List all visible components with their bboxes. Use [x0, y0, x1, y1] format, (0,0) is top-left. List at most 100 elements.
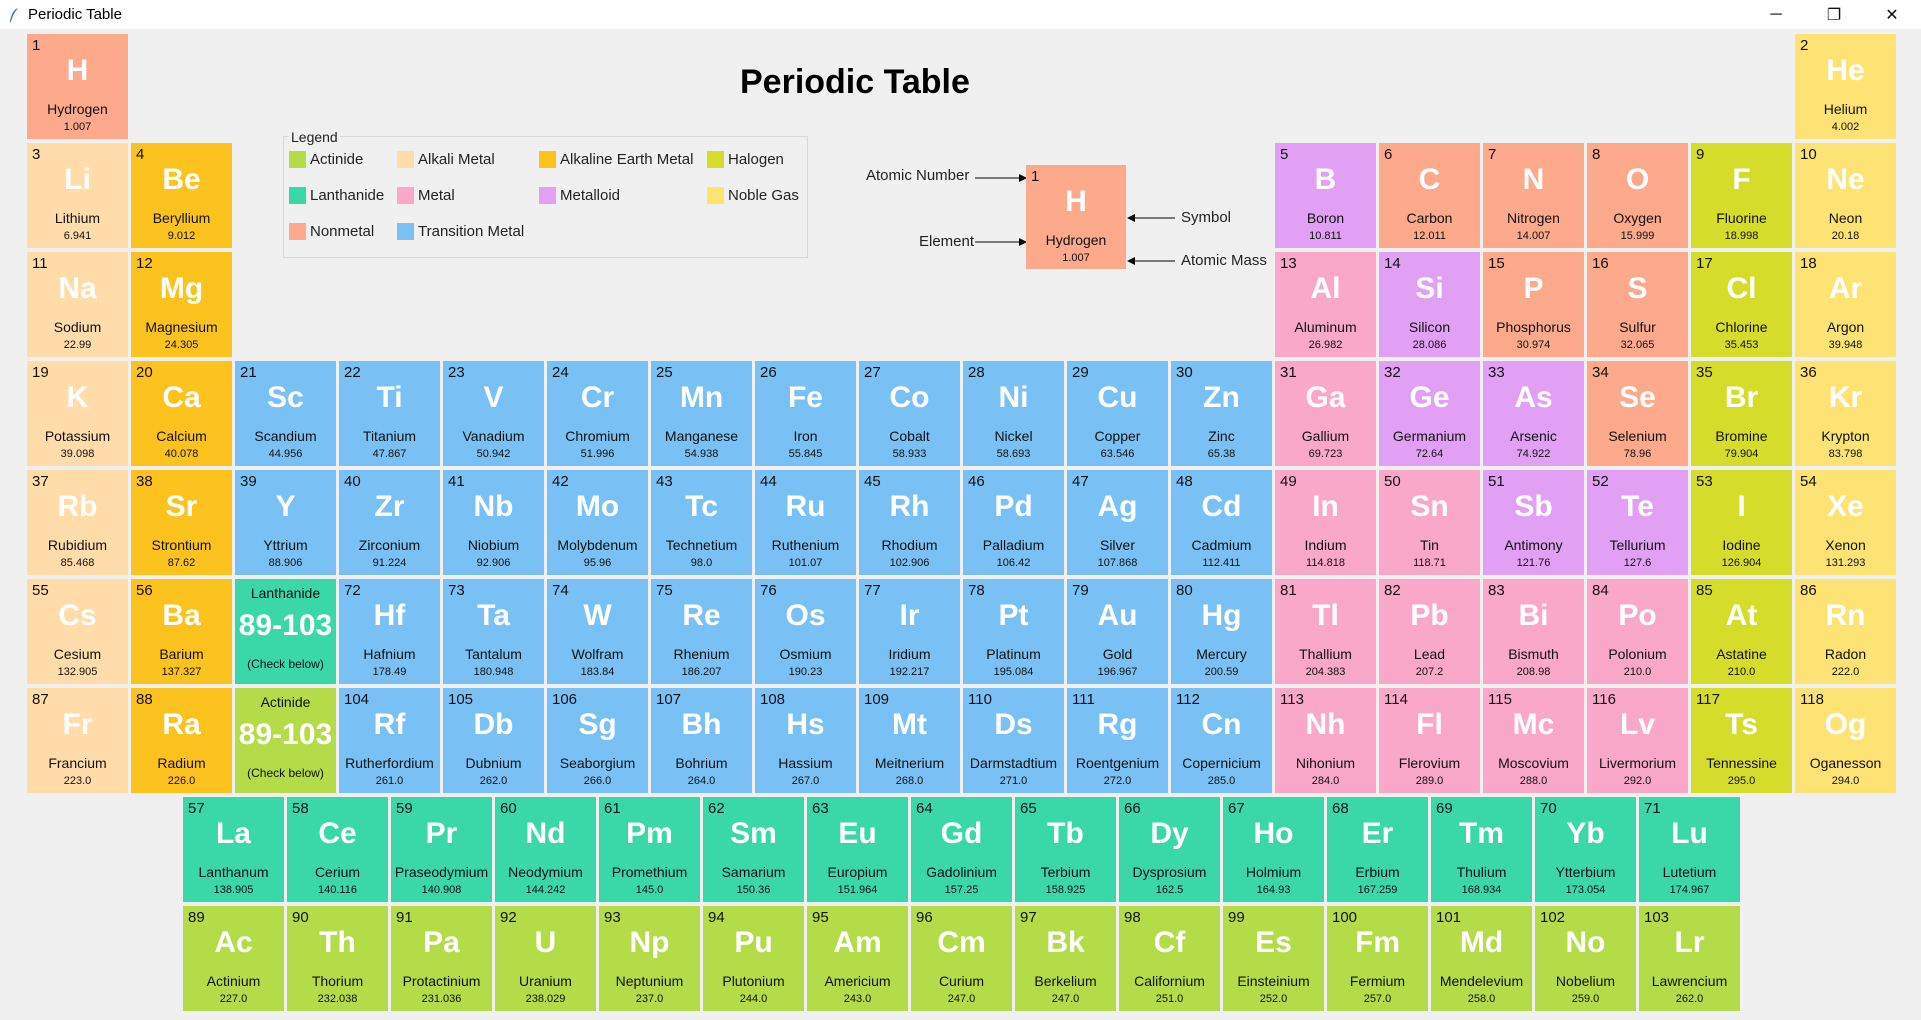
- element-plutonium[interactable]: 94 Pu Plutonium 244.0: [703, 906, 804, 1011]
- element-aluminum[interactable]: 13 Al Aluminum 26.982: [1275, 252, 1376, 357]
- element-tantalum[interactable]: 73 Ta Tantalum 180.948: [443, 579, 544, 684]
- element-rhodium[interactable]: 45 Rh Rhodium 102.906: [859, 470, 960, 575]
- element-iron[interactable]: 26 Fe Iron 55.845: [755, 361, 856, 466]
- element-nickel[interactable]: 28 Ni Nickel 58.693: [963, 361, 1064, 466]
- element-titanium[interactable]: 22 Ti Titanium 47.867: [339, 361, 440, 466]
- element-scandium[interactable]: 21 Sc Scandium 44.956: [235, 361, 336, 466]
- element-radium[interactable]: 88 Ra Radium 226.0: [131, 688, 232, 793]
- element-hafnium[interactable]: 72 Hf Hafnium 178.49: [339, 579, 440, 684]
- element-copernicium[interactable]: 112 Cn Copernicium 285.0: [1171, 688, 1272, 793]
- element-cesium[interactable]: 55 Cs Cesium 132.905: [27, 579, 128, 684]
- element-lead[interactable]: 82 Pb Lead 207.2: [1379, 579, 1480, 684]
- element-tennessine[interactable]: 117 Ts Tennessine 295.0: [1691, 688, 1792, 793]
- element-molybdenum[interactable]: 42 Mo Molybdenum 95.96: [547, 470, 648, 575]
- element-rhenium[interactable]: 75 Re Rhenium 186.207: [651, 579, 752, 684]
- element-polonium[interactable]: 84 Po Polonium 210.0: [1587, 579, 1688, 684]
- element-promethium[interactable]: 61 Pm Promethium 145.0: [599, 797, 700, 902]
- element-livermorium[interactable]: 116 Lv Livermorium 292.0: [1587, 688, 1688, 793]
- element-cerium[interactable]: 58 Ce Cerium 140.116: [287, 797, 388, 902]
- element-thallium[interactable]: 81 Tl Thallium 204.383: [1275, 579, 1376, 684]
- element-krypton[interactable]: 36 Kr Krypton 83.798: [1795, 361, 1896, 466]
- element-ruthenium[interactable]: 44 Ru Ruthenium 101.07: [755, 470, 856, 575]
- element-erbium[interactable]: 68 Er Erbium 167.259: [1327, 797, 1428, 902]
- element-tin[interactable]: 50 Sn Tin 118.71: [1379, 470, 1480, 575]
- element-niobium[interactable]: 41 Nb Niobium 92.906: [443, 470, 544, 575]
- element-chlorine[interactable]: 17 Cl Chlorine 35.453: [1691, 252, 1792, 357]
- restore-button[interactable]: ❐: [1826, 6, 1842, 24]
- lanthanide-placeholder-cell[interactable]: Lanthanide 89-103 (Check below): [235, 579, 336, 684]
- element-vanadium[interactable]: 23 V Vanadium 50.942: [443, 361, 544, 466]
- element-bismuth[interactable]: 83 Bi Bismuth 208.98: [1483, 579, 1584, 684]
- element-wolfram[interactable]: 74 W Wolfram 183.84: [547, 579, 648, 684]
- element-darmstadtium[interactable]: 110 Ds Darmstadtium 271.0: [963, 688, 1064, 793]
- element-potassium[interactable]: 19 K Potassium 39.098: [27, 361, 128, 466]
- element-osmium[interactable]: 76 Os Osmium 190.23: [755, 579, 856, 684]
- element-roentgenium[interactable]: 111 Rg Roentgenium 272.0: [1067, 688, 1168, 793]
- element-europium[interactable]: 63 Eu Europium 151.964: [807, 797, 908, 902]
- element-dysprosium[interactable]: 66 Dy Dysprosium 162.5: [1119, 797, 1220, 902]
- element-mercury[interactable]: 80 Hg Mercury 200.59: [1171, 579, 1272, 684]
- element-seaborgium[interactable]: 106 Sg Seaborgium 266.0: [547, 688, 648, 793]
- element-gold[interactable]: 79 Au Gold 196.967: [1067, 579, 1168, 684]
- element-praseodymium[interactable]: 59 Pr Praseodymium 140.908: [391, 797, 492, 902]
- element-tellurium[interactable]: 52 Te Tellurium 127.6: [1587, 470, 1688, 575]
- close-button[interactable]: ✕: [1885, 6, 1899, 24]
- element-fermium[interactable]: 100 Fm Fermium 257.0: [1327, 906, 1428, 1011]
- element-yttrium[interactable]: 39 Y Yttrium 88.906: [235, 470, 336, 575]
- element-iodine[interactable]: 53 I Iodine 126.904: [1691, 470, 1792, 575]
- element-neodymium[interactable]: 60 Nd Neodymium 144.242: [495, 797, 596, 902]
- element-arsenic[interactable]: 33 As Arsenic 74.922: [1483, 361, 1584, 466]
- element-lithium[interactable]: 3 Li Lithium 6.941: [27, 143, 128, 248]
- element-lutetium[interactable]: 71 Lu Lutetium 174.967: [1639, 797, 1740, 902]
- element-nihonium[interactable]: 113 Nh Nihonium 284.0: [1275, 688, 1376, 793]
- element-phosphorus[interactable]: 15 P Phosphorus 30.974: [1483, 252, 1584, 357]
- element-magnesium[interactable]: 12 Mg Magnesium 24.305: [131, 252, 232, 357]
- element-californium[interactable]: 98 Cf Californium 251.0: [1119, 906, 1220, 1011]
- element-nobelium[interactable]: 102 No Nobelium 259.0: [1535, 906, 1636, 1011]
- element-lanthanum[interactable]: 57 La Lanthanum 138.905: [183, 797, 284, 902]
- element-uranium[interactable]: 92 U Uranium 238.029: [495, 906, 596, 1011]
- element-chromium[interactable]: 24 Cr Chromium 51.996: [547, 361, 648, 466]
- element-terbium[interactable]: 65 Tb Terbium 158.925: [1015, 797, 1116, 902]
- element-rutherfordium[interactable]: 104 Rf Rutherfordium 261.0: [339, 688, 440, 793]
- element-samarium[interactable]: 62 Sm Samarium 150.36: [703, 797, 804, 902]
- element-manganese[interactable]: 25 Mn Manganese 54.938: [651, 361, 752, 466]
- element-germanium[interactable]: 32 Ge Germanium 72.64: [1379, 361, 1480, 466]
- element-xenon[interactable]: 54 Xe Xenon 131.293: [1795, 470, 1896, 575]
- element-berkelium[interactable]: 97 Bk Berkelium 247.0: [1015, 906, 1116, 1011]
- minimize-button[interactable]: ─: [1770, 5, 1782, 23]
- element-nitrogen[interactable]: 7 N Nitrogen 14.007: [1483, 143, 1584, 248]
- element-calcium[interactable]: 20 Ca Calcium 40.078: [131, 361, 232, 466]
- element-silver[interactable]: 47 Ag Silver 107.868: [1067, 470, 1168, 575]
- element-neon[interactable]: 10 Ne Neon 20.18: [1795, 143, 1896, 248]
- element-gallium[interactable]: 31 Ga Gallium 69.723: [1275, 361, 1376, 466]
- element-lawrencium[interactable]: 103 Lr Lawrencium 262.0: [1639, 906, 1740, 1011]
- element-technetium[interactable]: 43 Tc Technetium 98.0: [651, 470, 752, 575]
- element-carbon[interactable]: 6 C Carbon 12.011: [1379, 143, 1480, 248]
- element-bromine[interactable]: 35 Br Bromine 79.904: [1691, 361, 1792, 466]
- element-moscovium[interactable]: 115 Mc Moscovium 288.0: [1483, 688, 1584, 793]
- element-hydrogen[interactable]: 1 H Hydrogen 1.007: [27, 34, 128, 139]
- element-zinc[interactable]: 30 Zn Zinc 65.38: [1171, 361, 1272, 466]
- element-palladium[interactable]: 46 Pd Palladium 106.42: [963, 470, 1064, 575]
- element-sulfur[interactable]: 16 S Sulfur 32.065: [1587, 252, 1688, 357]
- element-actinium[interactable]: 89 Ac Actinium 227.0: [183, 906, 284, 1011]
- element-radon[interactable]: 86 Rn Radon 222.0: [1795, 579, 1896, 684]
- element-rubidium[interactable]: 37 Rb Rubidium 85.468: [27, 470, 128, 575]
- element-ytterbium[interactable]: 70 Yb Ytterbium 173.054: [1535, 797, 1636, 902]
- element-thulium[interactable]: 69 Tm Thulium 168.934: [1431, 797, 1532, 902]
- element-beryllium[interactable]: 4 Be Beryllium 9.012: [131, 143, 232, 248]
- element-hassium[interactable]: 108 Hs Hassium 267.0: [755, 688, 856, 793]
- element-barium[interactable]: 56 Ba Barium 137.327: [131, 579, 232, 684]
- element-einsteinium[interactable]: 99 Es Einsteinium 252.0: [1223, 906, 1324, 1011]
- element-indium[interactable]: 49 In Indium 114.818: [1275, 470, 1376, 575]
- element-oganesson[interactable]: 118 Og Oganesson 294.0: [1795, 688, 1896, 793]
- element-cadmium[interactable]: 48 Cd Cadmium 112.411: [1171, 470, 1272, 575]
- element-americium[interactable]: 95 Am Americium 243.0: [807, 906, 908, 1011]
- element-mendelevium[interactable]: 101 Md Mendelevium 258.0: [1431, 906, 1532, 1011]
- element-argon[interactable]: 18 Ar Argon 39.948: [1795, 252, 1896, 357]
- element-flerovium[interactable]: 114 Fl Flerovium 289.0: [1379, 688, 1480, 793]
- element-oxygen[interactable]: 8 O Oxygen 15.999: [1587, 143, 1688, 248]
- element-francium[interactable]: 87 Fr Francium 223.0: [27, 688, 128, 793]
- element-astatine[interactable]: 85 At Astatine 210.0: [1691, 579, 1792, 684]
